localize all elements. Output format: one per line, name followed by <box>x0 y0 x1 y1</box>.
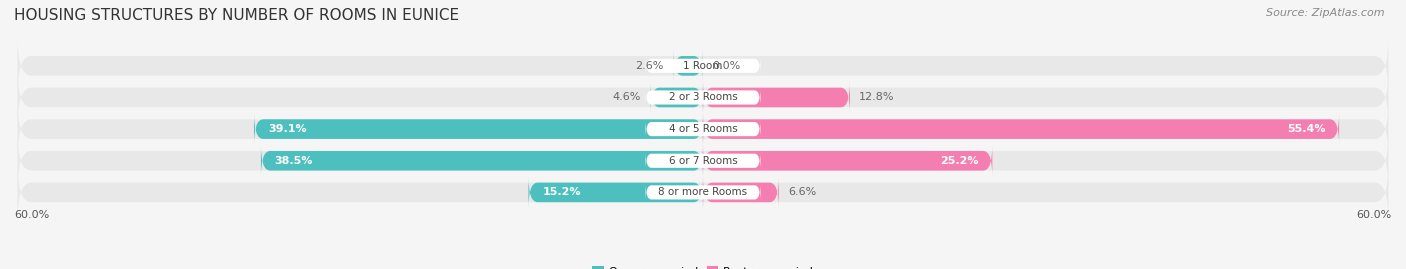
FancyBboxPatch shape <box>17 69 1389 126</box>
Text: 25.2%: 25.2% <box>941 156 979 166</box>
Text: 12.8%: 12.8% <box>859 93 894 102</box>
Text: 38.5%: 38.5% <box>274 156 314 166</box>
Text: 2.6%: 2.6% <box>636 61 664 71</box>
Text: 2 or 3 Rooms: 2 or 3 Rooms <box>669 93 737 102</box>
Text: 15.2%: 15.2% <box>543 187 581 197</box>
Text: 1 Room: 1 Room <box>683 61 723 71</box>
FancyBboxPatch shape <box>17 101 1389 157</box>
FancyBboxPatch shape <box>17 133 1389 189</box>
FancyBboxPatch shape <box>703 82 851 113</box>
Text: 6.6%: 6.6% <box>787 187 817 197</box>
FancyBboxPatch shape <box>645 57 761 75</box>
Legend: Owner-occupied, Renter-occupied: Owner-occupied, Renter-occupied <box>592 267 814 269</box>
FancyBboxPatch shape <box>703 114 1339 145</box>
Text: 39.1%: 39.1% <box>267 124 307 134</box>
Text: 55.4%: 55.4% <box>1286 124 1326 134</box>
FancyBboxPatch shape <box>703 177 779 208</box>
FancyBboxPatch shape <box>650 82 703 113</box>
FancyBboxPatch shape <box>673 50 703 81</box>
FancyBboxPatch shape <box>645 152 761 169</box>
FancyBboxPatch shape <box>645 120 761 138</box>
Text: 60.0%: 60.0% <box>14 210 49 220</box>
FancyBboxPatch shape <box>17 38 1389 94</box>
FancyBboxPatch shape <box>645 184 761 201</box>
Text: 4.6%: 4.6% <box>613 93 641 102</box>
Text: 60.0%: 60.0% <box>1357 210 1392 220</box>
FancyBboxPatch shape <box>645 89 761 106</box>
FancyBboxPatch shape <box>17 164 1389 221</box>
Text: 8 or more Rooms: 8 or more Rooms <box>658 187 748 197</box>
FancyBboxPatch shape <box>529 177 703 208</box>
FancyBboxPatch shape <box>703 145 993 176</box>
Text: HOUSING STRUCTURES BY NUMBER OF ROOMS IN EUNICE: HOUSING STRUCTURES BY NUMBER OF ROOMS IN… <box>14 8 460 23</box>
Text: Source: ZipAtlas.com: Source: ZipAtlas.com <box>1267 8 1385 18</box>
Text: 6 or 7 Rooms: 6 or 7 Rooms <box>669 156 737 166</box>
FancyBboxPatch shape <box>254 114 703 145</box>
FancyBboxPatch shape <box>262 145 703 176</box>
Text: 0.0%: 0.0% <box>713 61 741 71</box>
Text: 4 or 5 Rooms: 4 or 5 Rooms <box>669 124 737 134</box>
